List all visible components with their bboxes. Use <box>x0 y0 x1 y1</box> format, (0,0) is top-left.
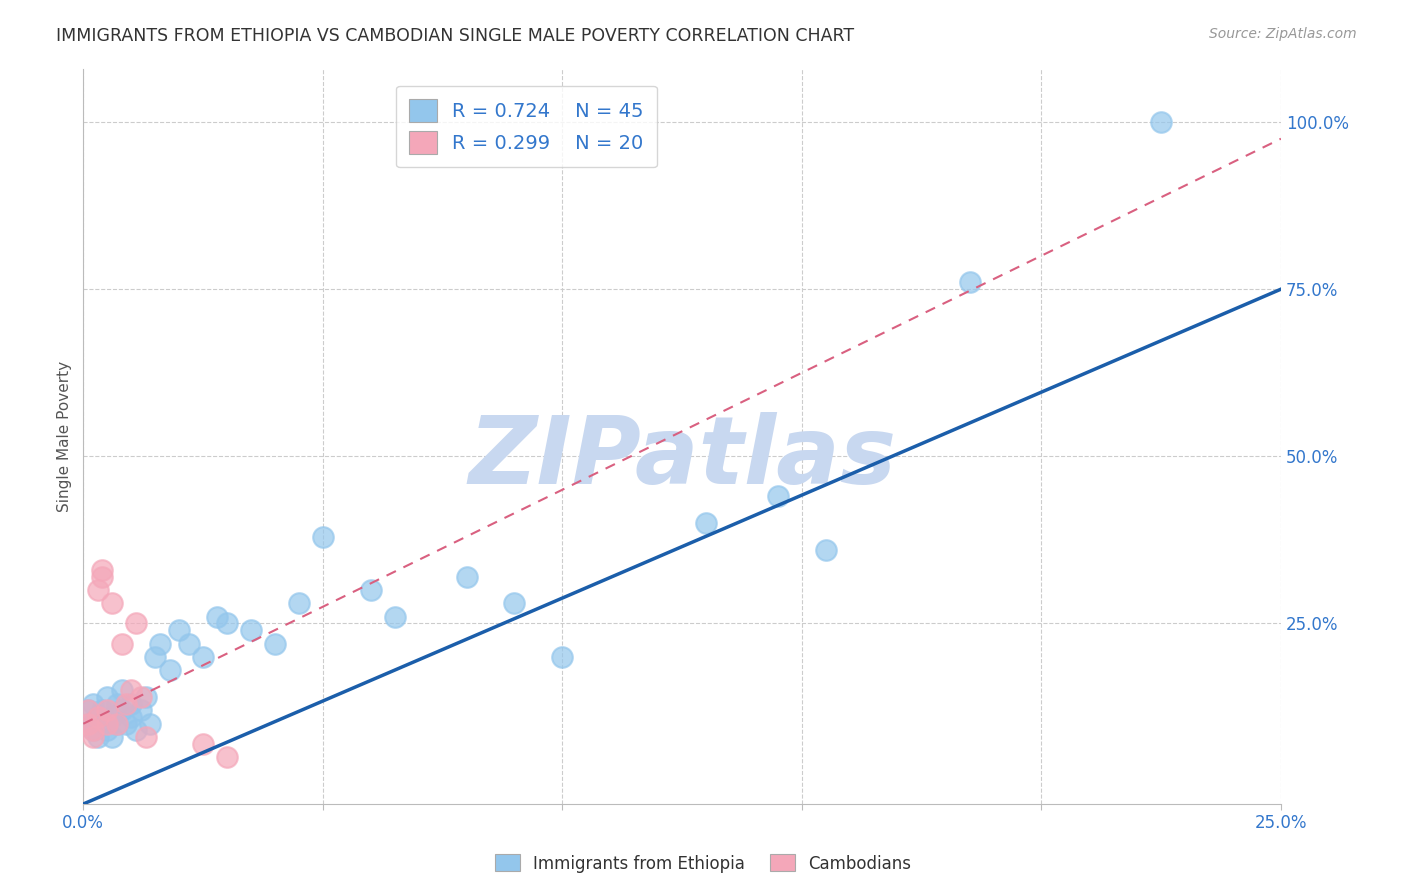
Point <box>135 730 157 744</box>
Point <box>143 649 166 664</box>
Point <box>551 649 574 664</box>
Point <box>110 683 132 698</box>
Point <box>105 716 128 731</box>
Point <box>91 716 114 731</box>
Point <box>167 623 190 637</box>
Point <box>215 750 238 764</box>
Point <box>96 716 118 731</box>
Point <box>139 716 162 731</box>
Point <box>115 697 138 711</box>
Point <box>110 703 132 717</box>
Point <box>96 723 118 738</box>
Point <box>191 649 214 664</box>
Point <box>96 703 118 717</box>
Text: IMMIGRANTS FROM ETHIOPIA VS CAMBODIAN SINGLE MALE POVERTY CORRELATION CHART: IMMIGRANTS FROM ETHIOPIA VS CAMBODIAN SI… <box>56 27 855 45</box>
Point <box>77 703 100 717</box>
Text: ZIPatlas: ZIPatlas <box>468 412 896 504</box>
Point <box>766 490 789 504</box>
Point <box>125 723 148 738</box>
Point <box>77 703 100 717</box>
Point <box>288 596 311 610</box>
Legend: Immigrants from Ethiopia, Cambodians: Immigrants from Ethiopia, Cambodians <box>488 847 918 880</box>
Text: Source: ZipAtlas.com: Source: ZipAtlas.com <box>1209 27 1357 41</box>
Point <box>82 723 104 738</box>
Point <box>86 710 108 724</box>
Point <box>125 616 148 631</box>
Point <box>86 710 108 724</box>
Point <box>82 730 104 744</box>
Point <box>239 623 262 637</box>
Point <box>120 683 142 698</box>
Point <box>129 690 152 704</box>
Point <box>91 703 114 717</box>
Point <box>105 716 128 731</box>
Point <box>159 663 181 677</box>
Point <box>96 690 118 704</box>
Point <box>101 730 124 744</box>
Point <box>959 276 981 290</box>
Point <box>101 596 124 610</box>
Point <box>77 716 100 731</box>
Point <box>129 703 152 717</box>
Point <box>360 582 382 597</box>
Point <box>86 730 108 744</box>
Point <box>77 716 100 731</box>
Point <box>177 636 200 650</box>
Point <box>814 542 837 557</box>
Point <box>120 710 142 724</box>
Point <box>384 609 406 624</box>
Point <box>105 697 128 711</box>
Point <box>135 690 157 704</box>
Point <box>110 636 132 650</box>
Point <box>215 616 238 631</box>
Point <box>312 530 335 544</box>
Point <box>120 697 142 711</box>
Point <box>207 609 229 624</box>
Point <box>82 697 104 711</box>
Point <box>1150 115 1173 129</box>
Y-axis label: Single Male Poverty: Single Male Poverty <box>58 360 72 512</box>
Point <box>82 723 104 738</box>
Point <box>86 582 108 597</box>
Point <box>91 569 114 583</box>
Point <box>91 563 114 577</box>
Legend: R = 0.724    N = 45, R = 0.299    N = 20: R = 0.724 N = 45, R = 0.299 N = 20 <box>395 86 657 168</box>
Point <box>503 596 526 610</box>
Point <box>149 636 172 650</box>
Point <box>695 516 717 531</box>
Point <box>101 710 124 724</box>
Point <box>115 716 138 731</box>
Point <box>456 569 478 583</box>
Point <box>264 636 287 650</box>
Point <box>191 737 214 751</box>
